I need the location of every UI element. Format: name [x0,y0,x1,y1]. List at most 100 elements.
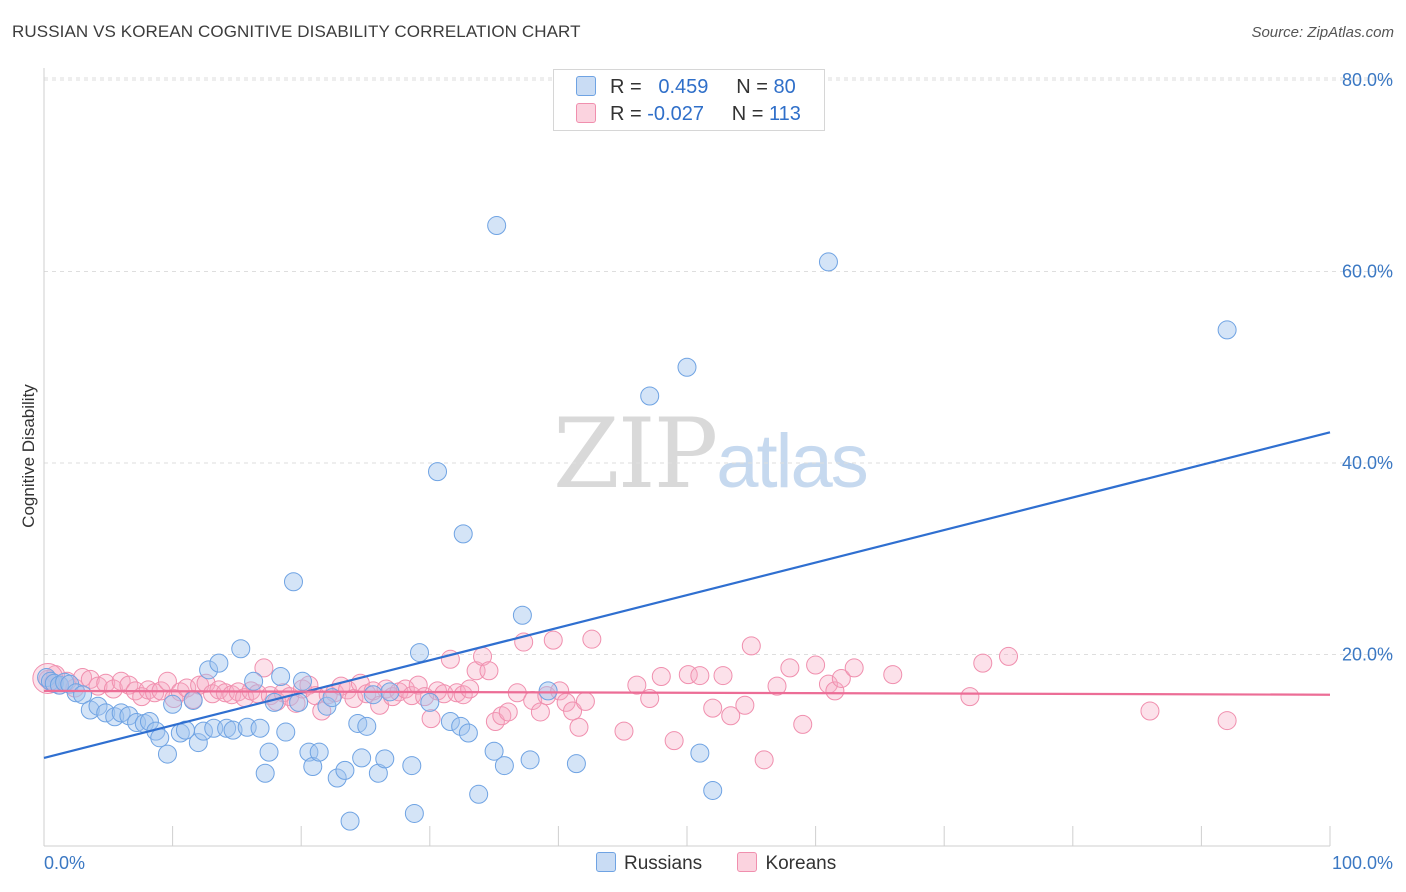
russian-point [183,690,203,710]
russian-point [538,681,558,701]
trend-lines [43,431,1331,759]
russian-point [150,728,170,748]
korean-point [569,717,589,737]
russian-point [244,671,264,691]
russian-point [66,683,86,703]
legend-row-russians: R = 0.459 N = 80 [576,76,796,100]
korean-point [96,673,116,693]
russian-point [484,741,504,761]
russian-point [453,524,473,544]
russian-point [703,780,723,800]
russian-point [340,811,360,831]
series-legend: Russians Koreans [596,852,866,875]
grid-lines [44,77,1392,655]
korean-point [690,666,710,686]
legend-n-label: N = [731,103,764,125]
legend-item-russians[interactable]: Russians [596,852,702,875]
watermark-zip: ZIP [553,398,718,510]
russian-point [640,386,660,406]
russian-point [88,696,108,716]
x-tick-label: 100.0% [1332,853,1393,873]
korean-point [703,698,723,718]
korean-point [460,679,480,699]
russian-point [1217,320,1237,340]
korean-point [408,675,428,695]
korean-point [550,681,570,701]
russian-point [458,723,478,743]
russian-point [690,743,710,763]
y-axis-label: Cognitive Disability [19,384,38,528]
koreans-legend-swatch [737,852,758,872]
russian-point [451,716,471,736]
y-tick-label: 60.0% [1342,262,1393,282]
russian-point [818,252,838,272]
russian-point [520,750,540,770]
legend-n-value: 80 [773,76,796,98]
russian-point [566,754,586,774]
korean-point [627,675,647,695]
legend-label: Koreans [765,853,837,874]
russian-point [217,718,237,738]
russian-point [327,768,347,788]
korean-point [767,676,787,696]
russian-point [223,720,243,740]
russian-point [259,742,279,762]
korean-point [664,731,684,751]
russian-point [322,688,342,708]
russian-point [188,733,208,753]
korean-point [651,667,671,687]
korean-point [543,630,563,650]
russians-points [37,216,1237,831]
russian-point [375,749,395,769]
russian-point [410,643,430,663]
koreans-swatch [576,103,596,123]
russian-point [402,756,422,776]
russian-point [299,742,319,762]
y-tick-label: 40.0% [1342,453,1393,473]
legend-r-label: R = [610,103,642,125]
russian-point [157,744,177,764]
russian-point [231,639,251,659]
legend-row-koreans: R = -0.027 N = 113 [576,103,801,127]
legend-r-value: 0.459 [658,76,709,98]
korean-point [735,695,755,715]
korean-point [825,681,845,701]
russian-point [469,784,489,804]
korean-point [582,629,602,649]
legend-item-koreans[interactable]: Koreans [737,852,836,875]
russian-point [111,703,131,723]
legend-label: Russians [624,853,703,874]
russian-point [303,757,323,777]
chart-title: RUSSIAN VS KOREAN COGNITIVE DISABILITY C… [12,22,581,41]
korean-point [103,679,123,699]
y-tick-label: 20.0% [1342,645,1393,665]
korean-point [145,683,165,703]
russian-point [292,671,312,691]
russian-point [494,756,514,776]
russian-point [255,763,275,783]
russian-point [420,692,440,712]
korean-point [1140,701,1160,721]
legend-n-label: N = [736,76,768,98]
russian-point [352,748,372,768]
watermark-atlas: atlas [716,419,869,504]
watermark: ZIPatlas [553,398,869,510]
korean-point [999,646,1018,666]
korean-point [421,709,441,729]
russians-legend-swatch [596,852,616,872]
russian-point [309,742,329,762]
korean-point [754,750,774,770]
y-tick-label: 80.0% [1342,70,1393,90]
x-tick-label: 0.0% [44,853,85,873]
russian-point [363,685,383,705]
russian-point [487,216,507,236]
russian-point [512,605,532,625]
russian-point [677,357,697,377]
tick-labels: 20.0% 40.0% 60.0% 80.0% 0.0% 100.0% [44,70,1393,873]
russian-point [368,763,388,783]
legend-n-value: 113 [769,103,801,125]
korean-point [1217,711,1237,731]
korean-point [973,653,993,673]
russian-point [119,706,139,726]
russian-point [209,653,229,673]
